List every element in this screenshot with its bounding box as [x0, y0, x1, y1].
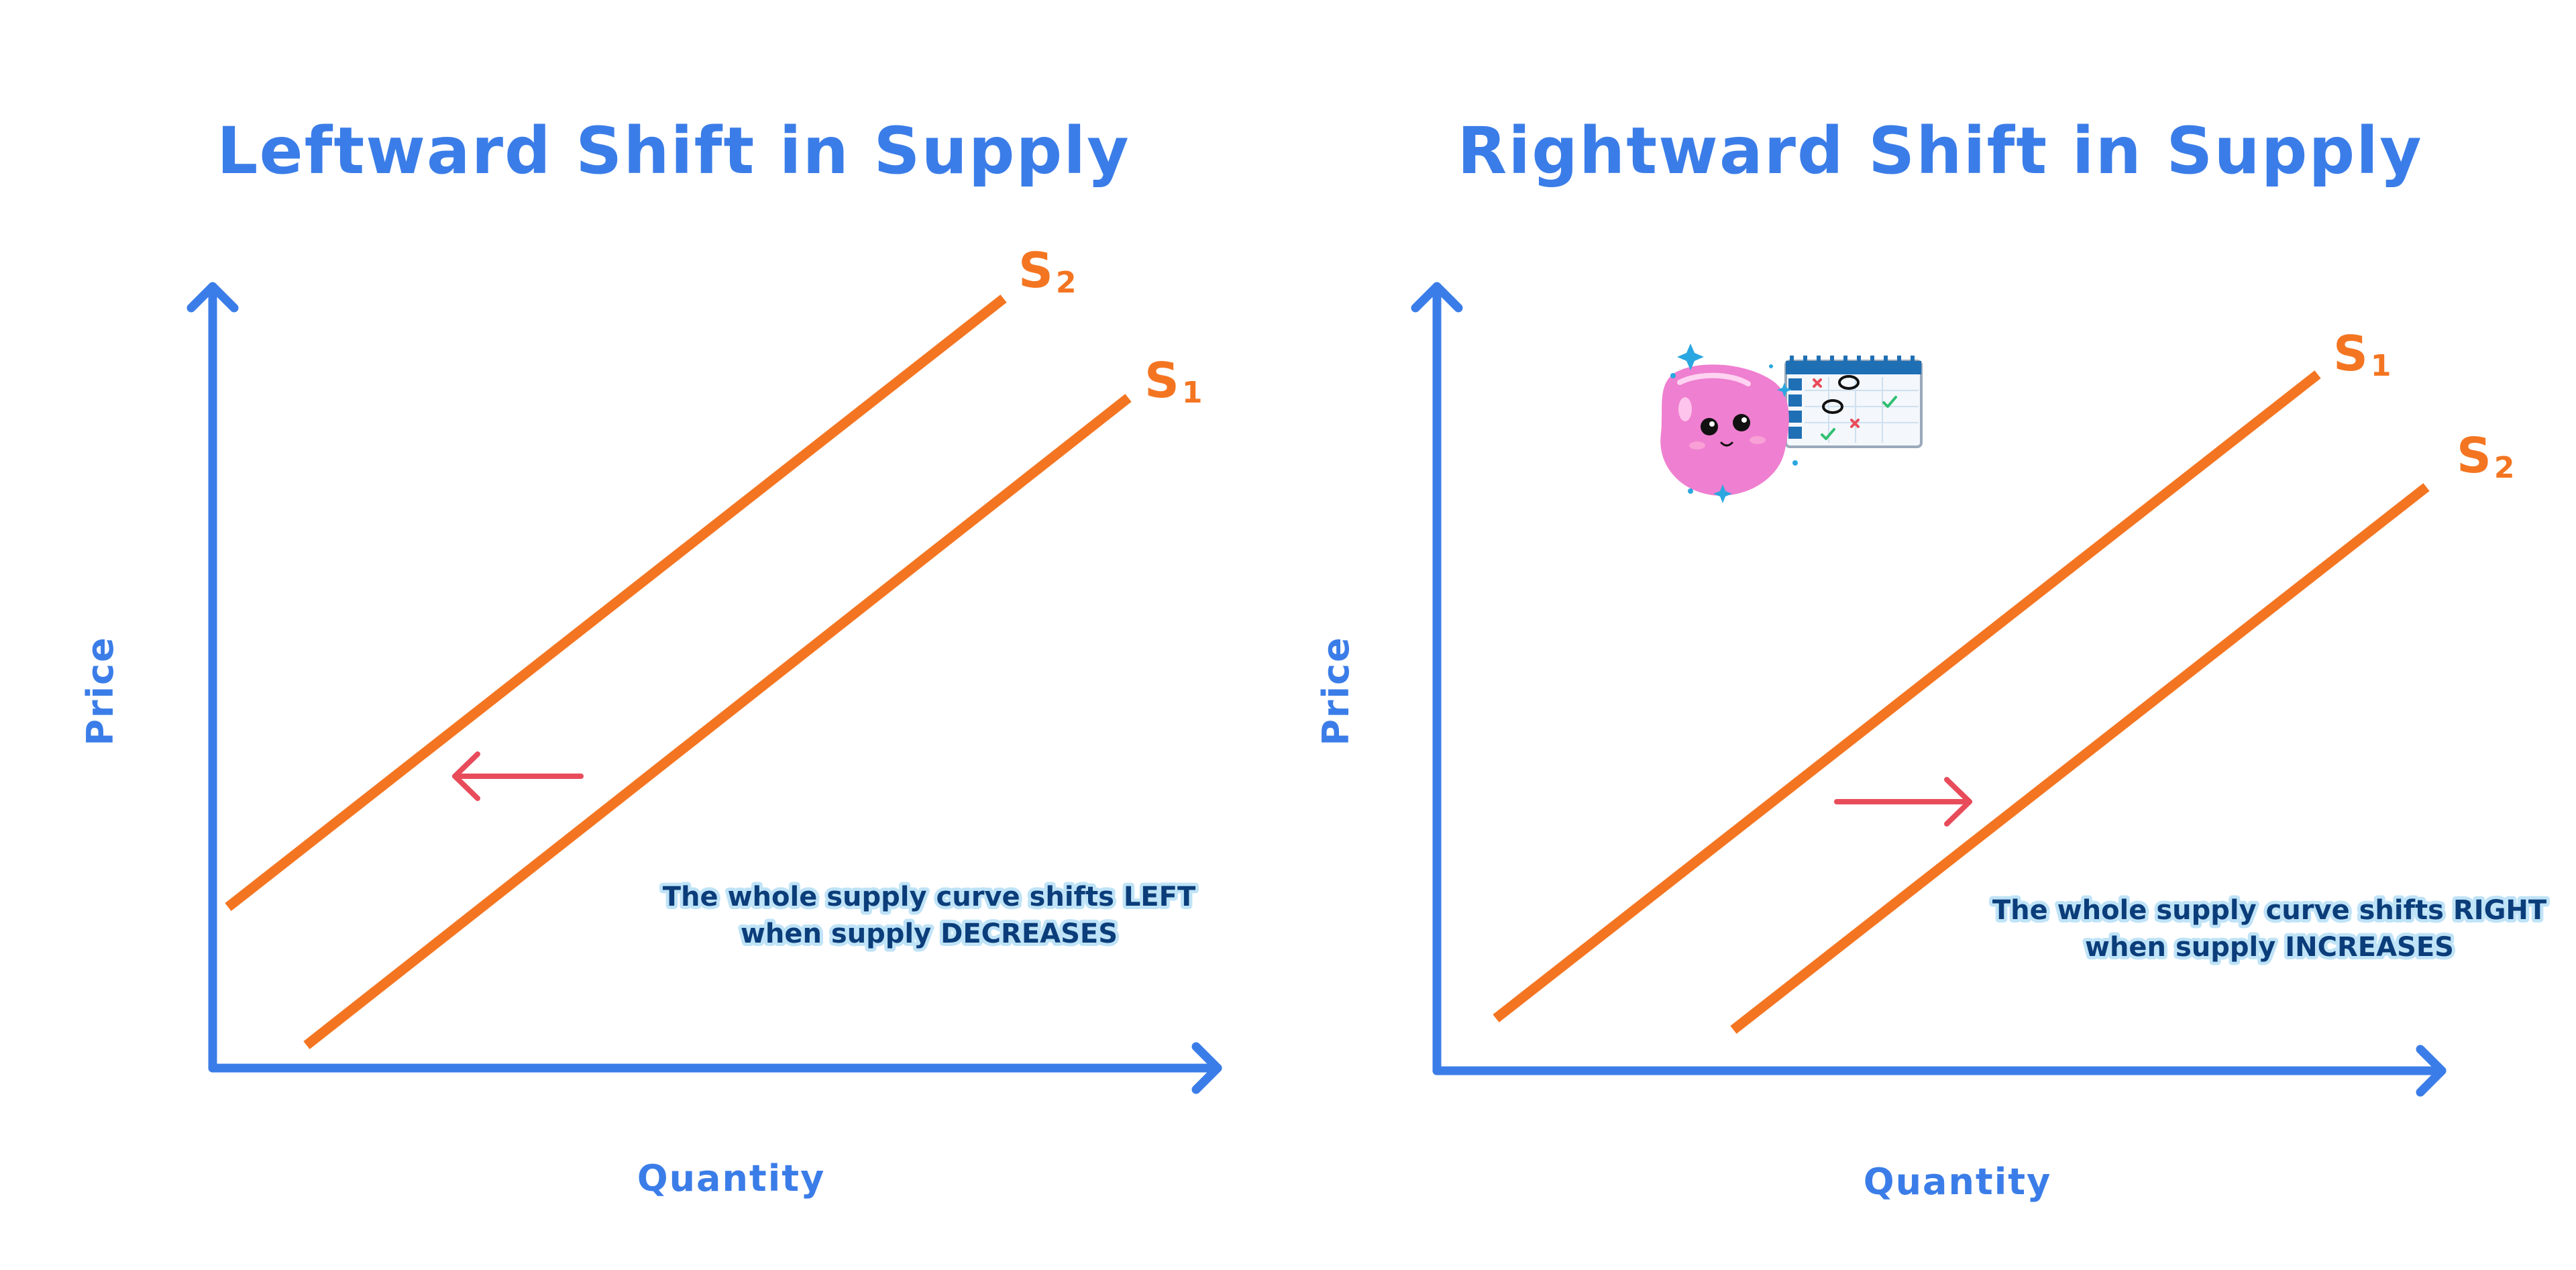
right-note-line1: The whole supply curve shifts RIGHT: [1992, 895, 2547, 926]
left-y-axis-arrowhead: [186, 282, 239, 313]
left-x-axis-label: Quantity: [637, 1157, 826, 1200]
left-curve-s1: [303, 394, 1132, 1049]
right-curve-s1-label: S1: [2333, 325, 2391, 383]
right-curve-s1: [1493, 370, 2321, 1022]
left-axes: [186, 282, 1222, 1094]
right-x-axis-label: Quantity: [1864, 1161, 2052, 1203]
left-panel-title: Leftward Shift in Supply: [217, 113, 1130, 189]
calendar-checklist-icon: [1784, 356, 1923, 448]
right-curve-s2: [1730, 483, 2430, 1034]
right-panel-title: Rightward Shift in Supply: [1457, 113, 2422, 189]
left-curve-s2: [225, 295, 1007, 911]
left-curve-s1-label: S1: [1144, 352, 1202, 410]
left-note-line1: The whole supply curve shifts LEFT: [663, 882, 1196, 912]
right-shift-arrow: [1834, 777, 1972, 827]
right-axes: [1411, 282, 2447, 1097]
right-y-axis-arrowhead: [1411, 282, 1463, 313]
right-curve-s2-label: S2: [2457, 427, 2514, 485]
left-y-axis-label: Price: [79, 636, 121, 745]
left-panel: Leftward Shift in Supply Price Quantity …: [79, 113, 1222, 1200]
left-shift-arrow: [452, 751, 584, 801]
right-x-axis-arrowhead: [2416, 1045, 2447, 1097]
right-note-line2: when supply INCREASES: [2085, 932, 2454, 963]
pink-blob-mascot-icon: [1660, 343, 1923, 503]
right-y-axis-label: Price: [1315, 636, 1357, 745]
left-curve-s2-label: S2: [1018, 242, 1076, 300]
right-panel: Rightward Shift in Supply Price Quantity…: [1315, 113, 2551, 1203]
left-note-line2: when supply DECREASES: [741, 918, 1118, 949]
left-x-axis-arrowhead: [1191, 1042, 1222, 1094]
